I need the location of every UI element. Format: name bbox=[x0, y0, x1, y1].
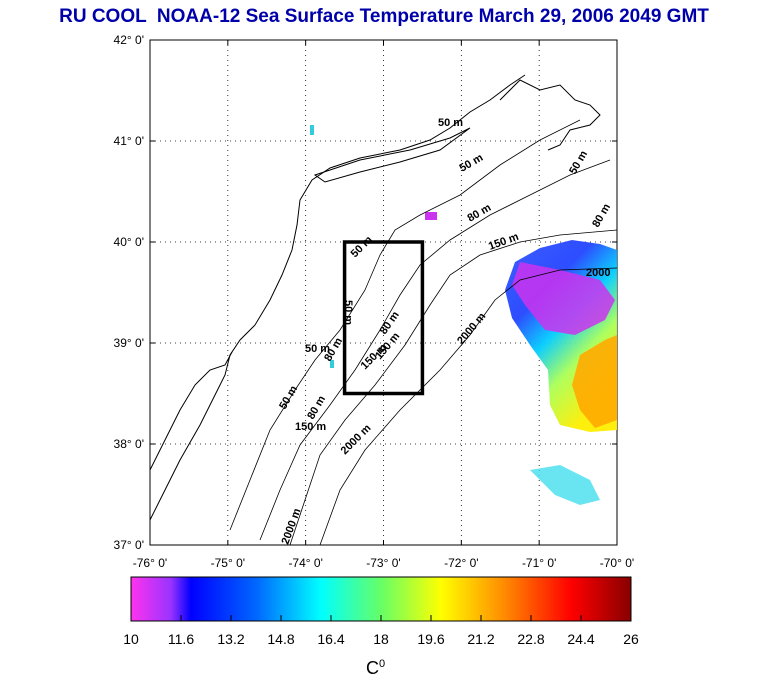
isobath-2000m bbox=[319, 267, 617, 545]
lon-label: -72° 0' bbox=[444, 556, 478, 570]
colorbar-tick-label: 26 bbox=[623, 631, 639, 647]
contour-label: 50 m bbox=[342, 300, 354, 325]
sst-speck bbox=[330, 360, 334, 368]
map-title: RU COOL NOAA-12 Sea Surface Temperature … bbox=[59, 6, 709, 27]
lon-label: -74° 0' bbox=[288, 556, 322, 570]
coastline bbox=[150, 74, 526, 521]
lon-label: -75° 0' bbox=[211, 556, 245, 570]
contour-label: 2000 bbox=[586, 267, 610, 279]
colorbar-tick-label: 19.6 bbox=[417, 631, 444, 647]
sst-data-coolwater bbox=[512, 262, 615, 335]
lat-label: 42° 0' bbox=[114, 33, 144, 47]
lon-label: -76° 0' bbox=[133, 556, 167, 570]
coastline-longisland bbox=[313, 127, 471, 183]
contour-label: 150 m bbox=[295, 421, 326, 433]
isobath-80m bbox=[259, 159, 611, 541]
axis-labels: 42° 0' 41° 0' 40° 0' 39° 0' 38° 0' 37° 0' -76°… bbox=[114, 33, 635, 570]
contour-label: 50 m bbox=[438, 117, 463, 129]
colorbar-unit: C0 bbox=[366, 658, 385, 678]
colorbar-ticks: 10 11.6 13.2 14.8 16.4 18 19.6 21.2 22.8 24.4 26 bbox=[123, 615, 639, 647]
lat-label: 37° 0' bbox=[114, 538, 144, 552]
study-area-box bbox=[342, 240, 425, 396]
colorbar-tick-label: 16.4 bbox=[317, 631, 344, 647]
isobath-150m bbox=[289, 229, 617, 545]
contour-label: 50 m bbox=[305, 343, 330, 355]
lat-label: 41° 0' bbox=[114, 134, 144, 148]
sst-data-warmcore bbox=[572, 335, 617, 428]
colorbar bbox=[130, 576, 632, 622]
colorbar-tick-label: 14.8 bbox=[267, 631, 294, 647]
lat-label: 38° 0' bbox=[114, 437, 144, 451]
sst-speck bbox=[310, 125, 314, 135]
lon-label: -73° 0' bbox=[366, 556, 400, 570]
colorbar-tick-label: 18 bbox=[373, 631, 389, 647]
lon-label: -70° 0' bbox=[600, 556, 634, 570]
graticule bbox=[149, 39, 618, 546]
sst-data-patches bbox=[530, 465, 600, 505]
lat-label: 39° 0' bbox=[114, 336, 144, 350]
sst-speck bbox=[425, 212, 437, 220]
lon-label: -71° 0' bbox=[522, 556, 556, 570]
colorbar-tick-label: 13.2 bbox=[217, 631, 244, 647]
coastline-capecod bbox=[499, 79, 601, 151]
isobath-50m bbox=[229, 119, 581, 531]
colorbar-tick-label: 22.8 bbox=[517, 631, 544, 647]
colorbar-tick-label: 10 bbox=[123, 631, 139, 647]
colorbar-tick-label: 21.2 bbox=[467, 631, 494, 647]
colorbar-tick-label: 24.4 bbox=[567, 631, 594, 647]
colorbar-tick-label: 11.6 bbox=[168, 631, 194, 647]
lat-label: 40° 0' bbox=[114, 235, 144, 249]
coastline-delaware bbox=[150, 351, 233, 471]
